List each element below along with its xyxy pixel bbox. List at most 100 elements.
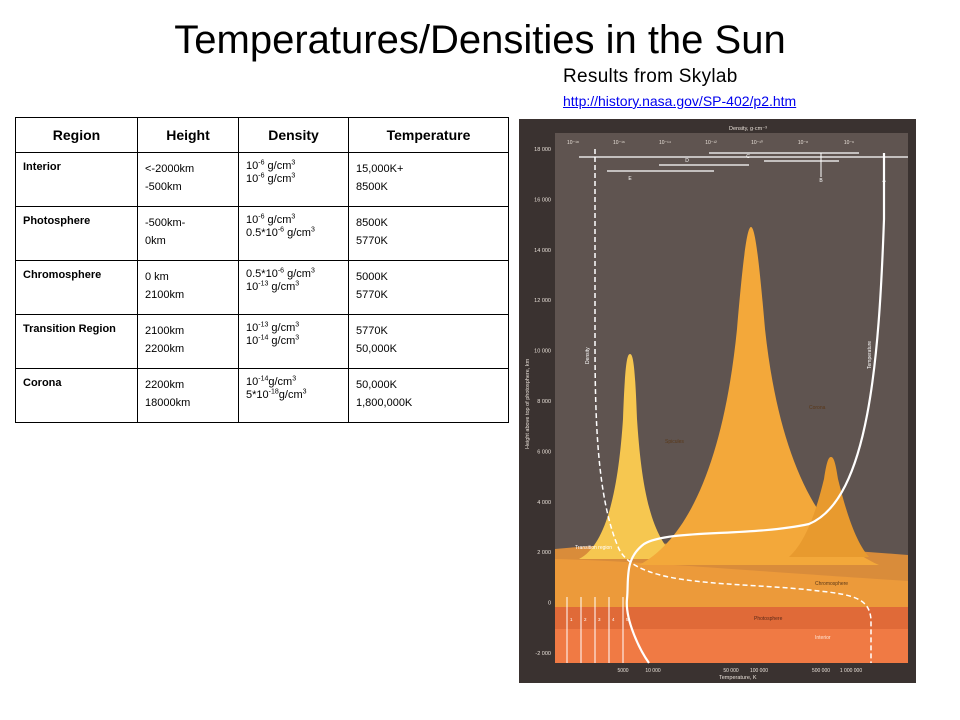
spicule-peak-left	[579, 354, 679, 559]
cell-height: -500km- 0km	[137, 206, 239, 261]
height-value: 18000km	[145, 397, 191, 409]
density-exponent: -6	[277, 226, 285, 234]
label-density: Density	[585, 347, 591, 364]
top-tick-label: 10⁻¹⁴	[659, 140, 671, 146]
cell-height: 2100km 2200km	[137, 314, 239, 369]
y-axis-title: Height above top of photosphere, km	[525, 358, 531, 449]
bottom-tick-label: 5000	[617, 668, 628, 674]
cell-region: Corona	[15, 368, 138, 423]
temperature-value: 15,000K+	[356, 163, 404, 175]
cell-temperature: 50,000K 1,800,000K	[348, 368, 509, 423]
density-exponent: -18	[268, 388, 279, 396]
height-value: 2100km	[145, 289, 185, 301]
density-exponent: -6	[258, 159, 265, 167]
sun-regions-table: Region Height Density Temperature Interi…	[15, 117, 509, 423]
corona-peak-center	[639, 227, 879, 565]
density-exponent: -13	[258, 321, 269, 329]
table-row: Corona 2200km 18000km 10-14g/cm3 5*10-18g/cm…	[15, 368, 509, 423]
density-value: 10-6 g/cm3	[246, 172, 296, 185]
top-tick-label: 10⁻¹⁰	[751, 140, 763, 146]
unit-exponent: 3	[295, 321, 300, 329]
region-layers	[555, 227, 908, 663]
density-value: 10-6 g/cm3	[246, 213, 296, 226]
region-name: Interior	[23, 161, 61, 173]
density-value: 10-14g/cm3	[246, 375, 297, 388]
header-height: Height	[137, 117, 239, 153]
height-value: -500km	[145, 181, 182, 193]
density-exponent: -6	[277, 267, 285, 275]
height-value: -500km-	[145, 217, 186, 229]
y-tick-label: 12 000	[534, 298, 551, 304]
density-marker-letter: A	[882, 178, 886, 184]
y-tick-label: 6 000	[537, 449, 551, 455]
cell-density: 10-14g/cm3 5*10-18g/cm3	[238, 368, 349, 423]
region-name: Corona	[23, 377, 62, 389]
y-tick-label: 0	[548, 601, 551, 607]
temperature-value: 5770K	[356, 325, 388, 337]
cell-temperature: 5000K 5770K	[348, 260, 509, 315]
y-tick-label: 18 000	[534, 147, 551, 153]
density-exponent: -6	[258, 172, 265, 180]
top-tick-label: 10⁻⁶	[844, 140, 854, 146]
bottom-marker-number: 2	[584, 617, 587, 622]
y-tick-label: 16 000	[534, 197, 551, 203]
temperature-value: 5000K	[356, 271, 388, 283]
table-row: Transition Region 2100km 2200km 10-13 g/cm3…	[15, 314, 509, 369]
bottom-axis-labels: 5000 10 000 50 000 100 000 500 000 1 000 000	[617, 668, 862, 674]
spicule-peak-right	[789, 457, 869, 557]
label-spicules: Spicules	[665, 439, 684, 445]
density-value: 10-13 g/cm3	[246, 280, 300, 293]
density-exponent: -14	[258, 375, 269, 383]
unit-exponent: 3	[291, 159, 296, 167]
y-tick-label: 4 000	[537, 500, 551, 506]
y-tick-label: 2 000	[537, 550, 551, 556]
unit-exponent: 3	[291, 213, 296, 221]
density-value: 10-13 g/cm3	[246, 321, 300, 334]
top-tick-label: 10⁻⁸	[798, 140, 808, 146]
bottom-tick-label: 1 000 000	[840, 668, 862, 674]
temperature-value: 5770K	[356, 235, 388, 247]
table-row: Interior <-2000km -500km 10-6 g/cm3 10-6 g/c…	[15, 152, 509, 207]
cell-density: 10-6 g/cm3 10-6 g/cm3	[238, 152, 349, 207]
unit-exponent: 3	[310, 226, 315, 234]
cell-height: <-2000km -500km	[137, 152, 239, 207]
region-name: Chromosphere	[23, 269, 102, 281]
height-value: 2200km	[145, 379, 185, 391]
header-temperature: Temperature	[348, 117, 509, 153]
unit-exponent: 3	[302, 388, 307, 396]
temperature-value: 8500K	[356, 181, 388, 193]
table-row: Chromosphere 0 km 2100km 0.5*10-6 g/cm3 10-1…	[15, 260, 509, 315]
cell-temperature: 5770K 50,000K	[348, 314, 509, 369]
top-axis-title: Density, g·cm⁻³	[729, 126, 767, 132]
density-marker-letter: B	[819, 178, 823, 184]
cell-density: 10-13 g/cm3 10-14 g/cm3	[238, 314, 349, 369]
unit-exponent: 3	[292, 375, 297, 383]
label-chromosphere: Chromosphere	[815, 581, 848, 587]
density-value: 0.5*10-6 g/cm3	[246, 267, 315, 280]
table-header-row: Region Height Density Temperature	[15, 117, 509, 153]
temperature-value: 5770K	[356, 289, 388, 301]
figure-curves	[579, 149, 908, 664]
density-value: 0.5*10-6 g/cm3	[246, 226, 315, 239]
bottom-marker-number: 3	[598, 617, 601, 622]
height-value: 0km	[145, 235, 166, 247]
density-value: 10-14 g/cm3	[246, 334, 300, 347]
y-tick-label: -2 000	[535, 651, 551, 657]
height-value: 2200km	[145, 343, 185, 355]
label-photosphere: Photosphere	[754, 616, 783, 622]
density-value: 5*10-18g/cm3	[246, 388, 307, 401]
cell-density: 0.5*10-6 g/cm3 10-13 g/cm3	[238, 260, 349, 315]
height-value: <-2000km	[145, 163, 195, 175]
unit-exponent: 3	[291, 172, 296, 180]
source-link[interactable]: http://history.nasa.gov/SP-402/p2.htm	[563, 93, 797, 109]
interior-band	[555, 629, 908, 663]
bottom-tick-label: 10 000	[645, 668, 661, 674]
density-exponent: -6	[258, 213, 265, 221]
bottom-tick-label: 50 000	[723, 668, 739, 674]
density-value: 10-6 g/cm3	[246, 159, 296, 172]
label-interior: Interior	[815, 635, 831, 641]
top-axis-labels: 10⁻¹⁸ 10⁻¹⁶ 10⁻¹⁴ 10⁻¹² 10⁻¹⁰ 10⁻⁸ 10⁻⁶	[567, 140, 854, 146]
temperature-curve	[625, 153, 886, 664]
label-transition: Transition region	[575, 545, 612, 551]
